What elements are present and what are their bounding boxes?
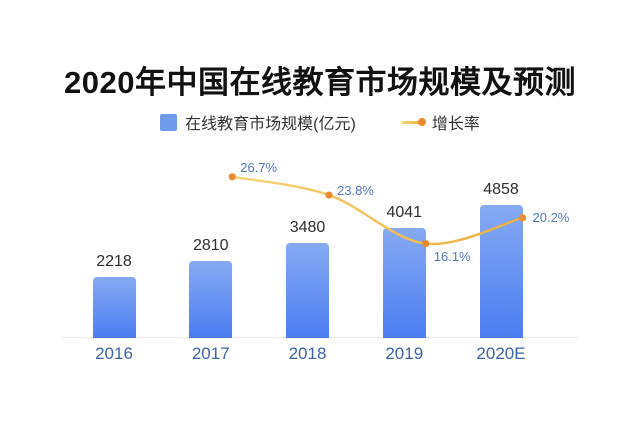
growth-rate-point-2018 [325, 191, 333, 199]
x-axis-label-2020E: 2020E [476, 344, 526, 363]
bar-2019 [382, 228, 426, 338]
legend-label-market-size: 在线教育市场规模(亿元) [185, 116, 356, 133]
growth-rate-label-2020E: 20.2% [532, 209, 570, 225]
x-axis-label-2016: 2016 [95, 344, 133, 363]
bar-value-label-2016: 2218 [96, 253, 132, 270]
growth-rate-point-2017 [228, 173, 236, 181]
growth-rate-label-2019: 16.1% [433, 248, 471, 264]
bar-2016 [92, 277, 136, 338]
bar-series-swatch-icon [160, 113, 178, 131]
x-axis-label-2018: 2018 [288, 344, 327, 363]
chart-title: 2020年中国在线教育市场规模及预测 [64, 65, 576, 100]
bar-2018 [286, 243, 329, 338]
bar-2017 [189, 261, 233, 338]
bar-value-label-2020E: 4858 [483, 181, 519, 198]
legend-item-market-size: 在线教育市场规模(亿元) [160, 110, 356, 134]
x-axis-label-2017: 2017 [191, 344, 230, 363]
x-axis-label-2019: 2019 [385, 344, 424, 363]
line-series-dot-icon [417, 118, 426, 126]
bar-2020E [479, 205, 523, 338]
bar-value-label-2018: 3480 [289, 219, 326, 236]
line-series-swatch-icon [401, 118, 426, 126]
bar-value-label-2019: 4041 [386, 204, 423, 221]
legend-item-growth-rate: 增长率 [401, 110, 480, 134]
bar-value-label-2017: 2810 [192, 237, 229, 254]
legend-label-growth-rate: 增长率 [431, 116, 480, 133]
legend: 在线教育市场规模(亿元) 增长率 [0, 110, 640, 134]
growth-rate-label-2018: 23.8% [337, 183, 374, 199]
growth-rate-label-2017: 26.7% [240, 159, 278, 175]
